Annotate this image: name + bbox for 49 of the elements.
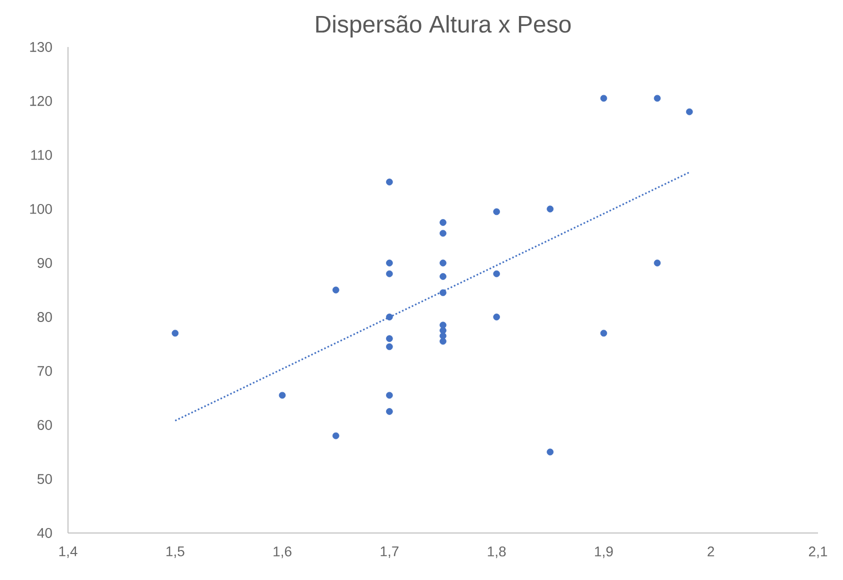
point bbox=[493, 208, 500, 216]
chart-title: Dispersão Altura x Peso bbox=[316, 15, 571, 38]
x-tick-label: 1,9 bbox=[595, 546, 613, 558]
y-tick-label: 110 bbox=[31, 150, 52, 160]
y-tick-label: 50 bbox=[37, 474, 52, 484]
x-tick-label: 2 bbox=[708, 546, 714, 556]
point bbox=[386, 392, 393, 399]
point bbox=[440, 260, 446, 266]
y-tick-label: 80 bbox=[38, 312, 52, 322]
point bbox=[386, 408, 393, 415]
point bbox=[546, 448, 554, 456]
x-tick-label: 1,7 bbox=[380, 546, 398, 558]
point bbox=[386, 343, 393, 350]
point bbox=[440, 230, 446, 237]
point bbox=[600, 330, 608, 337]
point bbox=[278, 392, 286, 399]
x-tick-label: 1,4 bbox=[59, 546, 78, 558]
point bbox=[654, 94, 661, 102]
x-tick-label: 1,5 bbox=[166, 546, 184, 558]
y-tick-label: 40 bbox=[37, 528, 52, 538]
point bbox=[332, 432, 340, 440]
point bbox=[386, 260, 393, 266]
y-tick-label: 120 bbox=[30, 96, 52, 106]
point bbox=[546, 206, 554, 212]
y-tick-label: 100 bbox=[30, 204, 52, 214]
point bbox=[440, 289, 446, 296]
point bbox=[386, 314, 393, 320]
point bbox=[440, 219, 446, 226]
point bbox=[386, 335, 393, 342]
point bbox=[600, 94, 608, 102]
x-tick-label: 1,8 bbox=[488, 546, 506, 558]
point bbox=[440, 338, 446, 345]
y-tick-label: 70 bbox=[38, 366, 52, 376]
point bbox=[332, 286, 340, 294]
x-tick-label: 2,1 bbox=[808, 546, 828, 558]
point bbox=[386, 178, 393, 186]
point bbox=[386, 270, 393, 278]
point bbox=[686, 108, 693, 116]
y-tick-label: 60 bbox=[38, 420, 52, 430]
point bbox=[493, 314, 500, 320]
y-tick-label: 130 bbox=[30, 42, 52, 52]
point bbox=[493, 270, 500, 278]
point bbox=[440, 332, 446, 340]
y-tick-label: 90 bbox=[38, 258, 52, 268]
point bbox=[440, 327, 446, 334]
point bbox=[654, 260, 661, 266]
x-tick-label: 1,6 bbox=[274, 546, 292, 558]
point bbox=[172, 330, 179, 337]
point bbox=[440, 273, 446, 280]
